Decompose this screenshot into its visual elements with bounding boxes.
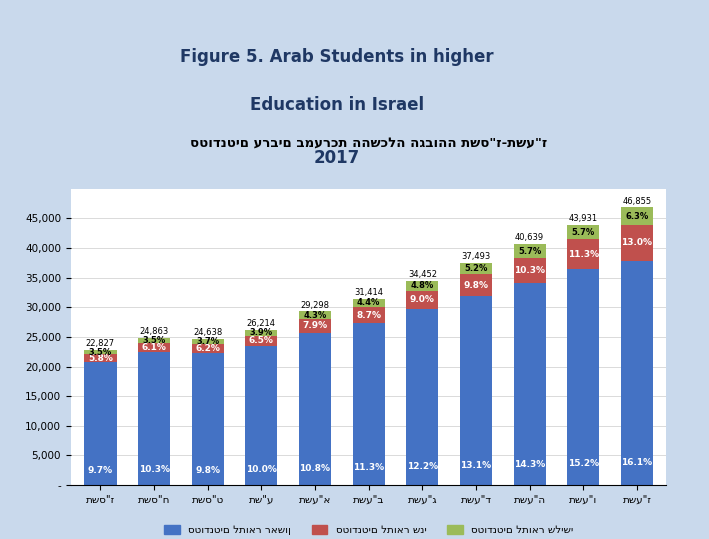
Text: 24,638: 24,638 xyxy=(193,328,223,337)
Bar xyxy=(245,346,277,485)
Text: 3.5%: 3.5% xyxy=(89,348,112,357)
Legend: סטודנטים לתואר ראשון, סטודנטים לתואר שני, סטודנטים לתואר שלישי: סטודנטים לתואר ראשון, סטודנטים לתואר שני… xyxy=(160,521,578,539)
Text: 5.7%: 5.7% xyxy=(518,246,541,255)
Text: 6.1%: 6.1% xyxy=(142,343,167,352)
Bar xyxy=(299,333,331,485)
Bar xyxy=(245,336,277,346)
Bar xyxy=(352,299,385,307)
Bar xyxy=(406,291,438,309)
Bar xyxy=(245,330,277,336)
Text: 11.3%: 11.3% xyxy=(568,250,599,259)
Text: 43,931: 43,931 xyxy=(569,214,598,223)
Text: 7.9%: 7.9% xyxy=(303,321,328,330)
Bar xyxy=(567,269,599,485)
Text: 24,863: 24,863 xyxy=(140,327,169,336)
Text: 5.2%: 5.2% xyxy=(464,264,488,273)
Text: 26,214: 26,214 xyxy=(247,319,276,328)
Bar xyxy=(460,274,492,296)
Text: 13.0%: 13.0% xyxy=(622,238,652,247)
Bar xyxy=(406,309,438,485)
Text: 10.3%: 10.3% xyxy=(138,466,169,474)
Text: 6.2%: 6.2% xyxy=(195,344,220,354)
Bar xyxy=(352,323,385,485)
Bar xyxy=(460,263,492,274)
Bar xyxy=(299,319,331,333)
Text: 11.3%: 11.3% xyxy=(353,463,384,472)
Bar xyxy=(138,352,170,485)
Bar xyxy=(567,225,599,239)
Text: 16.1%: 16.1% xyxy=(621,458,652,467)
Text: Figure 5. Arab Students in higher: Figure 5. Arab Students in higher xyxy=(180,47,493,66)
Bar xyxy=(406,281,438,291)
Bar xyxy=(621,225,653,261)
Text: 6.3%: 6.3% xyxy=(625,211,649,220)
Text: 10.0%: 10.0% xyxy=(246,465,277,474)
Text: 37,493: 37,493 xyxy=(462,252,491,261)
Text: 5.8%: 5.8% xyxy=(88,354,113,363)
Bar xyxy=(513,258,546,282)
Text: 10.8%: 10.8% xyxy=(299,464,330,473)
Title: סטודנטים ערבים במערכת ההשכלה הגבוהה תשס"ז-תשע"ז: סטודנטים ערבים במערכת ההשכלה הגבוהה תשס"… xyxy=(190,137,547,150)
Bar xyxy=(84,355,116,362)
Bar xyxy=(191,344,224,354)
Text: 3.7%: 3.7% xyxy=(196,337,219,346)
Text: 22,827: 22,827 xyxy=(86,339,115,348)
Bar xyxy=(84,350,116,355)
Bar xyxy=(621,208,653,225)
Text: 14.3%: 14.3% xyxy=(514,460,545,469)
Bar xyxy=(513,282,546,485)
Text: 6.5%: 6.5% xyxy=(249,336,274,345)
Text: 29,298: 29,298 xyxy=(301,301,330,309)
Text: 9.7%: 9.7% xyxy=(88,466,113,475)
Text: 4.3%: 4.3% xyxy=(303,310,327,320)
Bar xyxy=(513,244,546,258)
Text: 8.7%: 8.7% xyxy=(356,310,381,320)
Text: 9.8%: 9.8% xyxy=(464,281,489,290)
Bar xyxy=(621,261,653,485)
Bar xyxy=(460,296,492,485)
Text: 15.2%: 15.2% xyxy=(568,459,599,468)
Text: Education in Israel: Education in Israel xyxy=(250,96,424,114)
Bar xyxy=(191,339,224,344)
Text: 4.4%: 4.4% xyxy=(357,299,380,307)
Bar xyxy=(352,307,385,323)
Text: 13.1%: 13.1% xyxy=(460,461,491,470)
Bar xyxy=(299,312,331,319)
Text: 34,452: 34,452 xyxy=(408,270,437,279)
Bar xyxy=(138,343,170,352)
Bar xyxy=(191,354,224,485)
Bar xyxy=(138,338,170,343)
Text: 31,414: 31,414 xyxy=(354,288,383,297)
Text: 9.8%: 9.8% xyxy=(195,466,220,474)
Text: 10.3%: 10.3% xyxy=(514,266,545,275)
Text: 3.9%: 3.9% xyxy=(250,328,273,337)
Text: 40,639: 40,639 xyxy=(515,233,545,243)
Bar xyxy=(84,362,116,485)
Text: 2017: 2017 xyxy=(313,149,360,168)
Bar xyxy=(567,239,599,269)
Text: 12.2%: 12.2% xyxy=(407,462,438,471)
Text: 46,855: 46,855 xyxy=(623,197,652,205)
Text: 3.5%: 3.5% xyxy=(143,336,166,345)
Text: 9.0%: 9.0% xyxy=(410,295,435,305)
Text: 4.8%: 4.8% xyxy=(411,281,434,290)
Text: 5.7%: 5.7% xyxy=(571,227,595,237)
